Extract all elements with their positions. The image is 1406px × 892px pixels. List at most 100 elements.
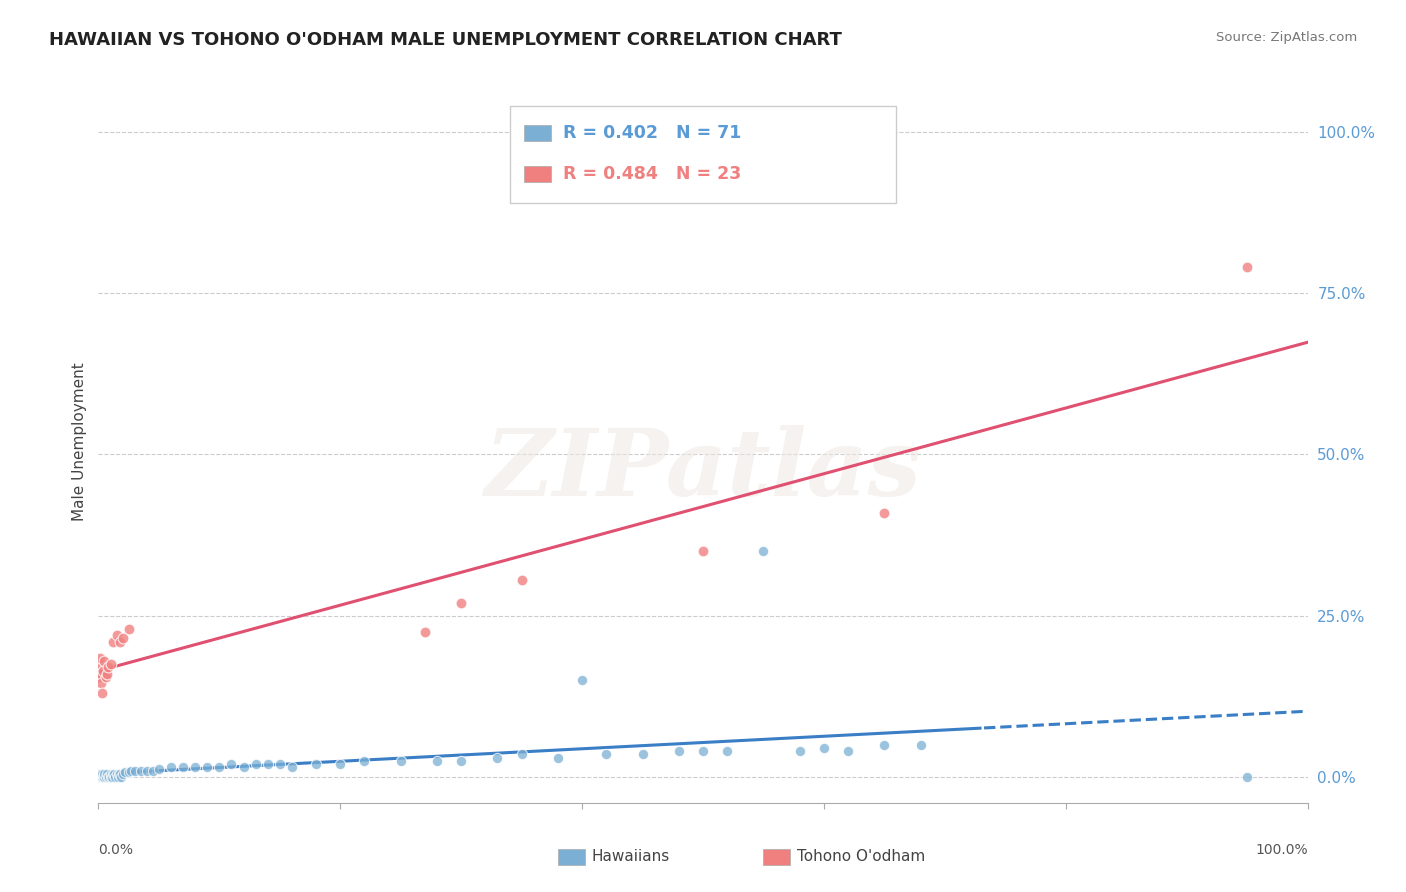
Text: R = 0.402   N = 71: R = 0.402 N = 71 — [562, 124, 741, 142]
Point — [89, 650, 111, 665]
Point — [837, 744, 859, 758]
Point — [96, 666, 118, 681]
Point — [172, 760, 194, 774]
Point — [716, 744, 738, 758]
Point — [87, 770, 110, 784]
Point — [111, 632, 134, 646]
Point — [87, 770, 110, 784]
Bar — [763, 849, 790, 865]
FancyBboxPatch shape — [509, 105, 897, 203]
Point — [91, 766, 114, 780]
Point — [89, 766, 111, 780]
Point — [813, 741, 835, 756]
Text: Hawaiians: Hawaiians — [592, 849, 671, 864]
Text: ZIPatlas: ZIPatlas — [485, 425, 921, 516]
Point — [94, 670, 117, 684]
Point — [195, 760, 218, 774]
Point — [118, 764, 141, 779]
Point — [104, 770, 127, 784]
Point — [101, 634, 124, 648]
Point — [91, 770, 114, 784]
Point — [89, 770, 111, 784]
Point — [148, 762, 170, 776]
Point — [486, 750, 509, 764]
Point — [90, 676, 112, 690]
Point — [90, 770, 112, 784]
Point — [184, 760, 207, 774]
Point — [100, 766, 122, 780]
Point — [510, 573, 533, 587]
Point — [256, 757, 278, 772]
Text: 0.0%: 0.0% — [98, 843, 134, 856]
Point — [90, 766, 112, 780]
Point — [108, 766, 131, 780]
Point — [389, 754, 412, 768]
Point — [107, 770, 129, 784]
Point — [413, 624, 436, 639]
Point — [114, 764, 136, 779]
Point — [668, 744, 690, 758]
Text: HAWAIIAN VS TOHONO O'ODHAM MALE UNEMPLOYMENT CORRELATION CHART: HAWAIIAN VS TOHONO O'ODHAM MALE UNEMPLOY… — [49, 31, 842, 49]
Point — [269, 757, 291, 772]
Point — [98, 770, 121, 784]
Point — [450, 596, 472, 610]
Point — [752, 544, 775, 558]
Point — [232, 760, 254, 774]
Point — [91, 686, 114, 700]
Point — [110, 770, 132, 784]
Point — [87, 657, 110, 672]
Point — [873, 738, 896, 752]
Point — [129, 764, 152, 778]
Point — [90, 770, 112, 784]
Text: 100.0%: 100.0% — [1256, 843, 1308, 856]
Point — [100, 770, 122, 784]
Point — [96, 766, 118, 780]
Point — [353, 754, 375, 768]
Text: R = 0.484   N = 23: R = 0.484 N = 23 — [562, 165, 741, 183]
Point — [94, 770, 117, 784]
Point — [1236, 260, 1258, 275]
Point — [87, 766, 110, 780]
Point — [103, 766, 125, 780]
Point — [547, 750, 569, 764]
Point — [135, 764, 157, 778]
Point — [87, 670, 110, 684]
Point — [692, 744, 714, 758]
Bar — [558, 849, 585, 865]
Point — [97, 660, 120, 674]
Point — [108, 766, 131, 780]
Text: Source: ZipAtlas.com: Source: ZipAtlas.com — [1216, 31, 1357, 45]
Point — [101, 766, 124, 780]
Point — [108, 634, 131, 648]
Point — [329, 757, 352, 772]
Point — [595, 747, 617, 762]
Point — [281, 760, 304, 774]
Bar — [524, 125, 551, 141]
Point — [89, 666, 111, 681]
Point — [118, 622, 141, 636]
Point — [111, 766, 134, 780]
Point — [571, 673, 593, 688]
Point — [120, 764, 142, 778]
Point — [100, 770, 122, 784]
Point — [208, 760, 231, 774]
Point — [510, 747, 533, 762]
Point — [426, 754, 449, 768]
Point — [910, 738, 932, 752]
Point — [89, 770, 111, 784]
Point — [692, 544, 714, 558]
Point — [160, 760, 183, 774]
Point — [91, 770, 114, 784]
Point — [1236, 770, 1258, 784]
Point — [124, 764, 146, 778]
Point — [450, 754, 472, 768]
Point — [91, 664, 114, 678]
Point — [93, 770, 115, 784]
Point — [789, 744, 811, 758]
Point — [93, 766, 115, 780]
Point — [245, 757, 267, 772]
Bar — [524, 166, 551, 182]
Point — [142, 764, 165, 778]
Point — [105, 766, 128, 780]
Point — [873, 506, 896, 520]
